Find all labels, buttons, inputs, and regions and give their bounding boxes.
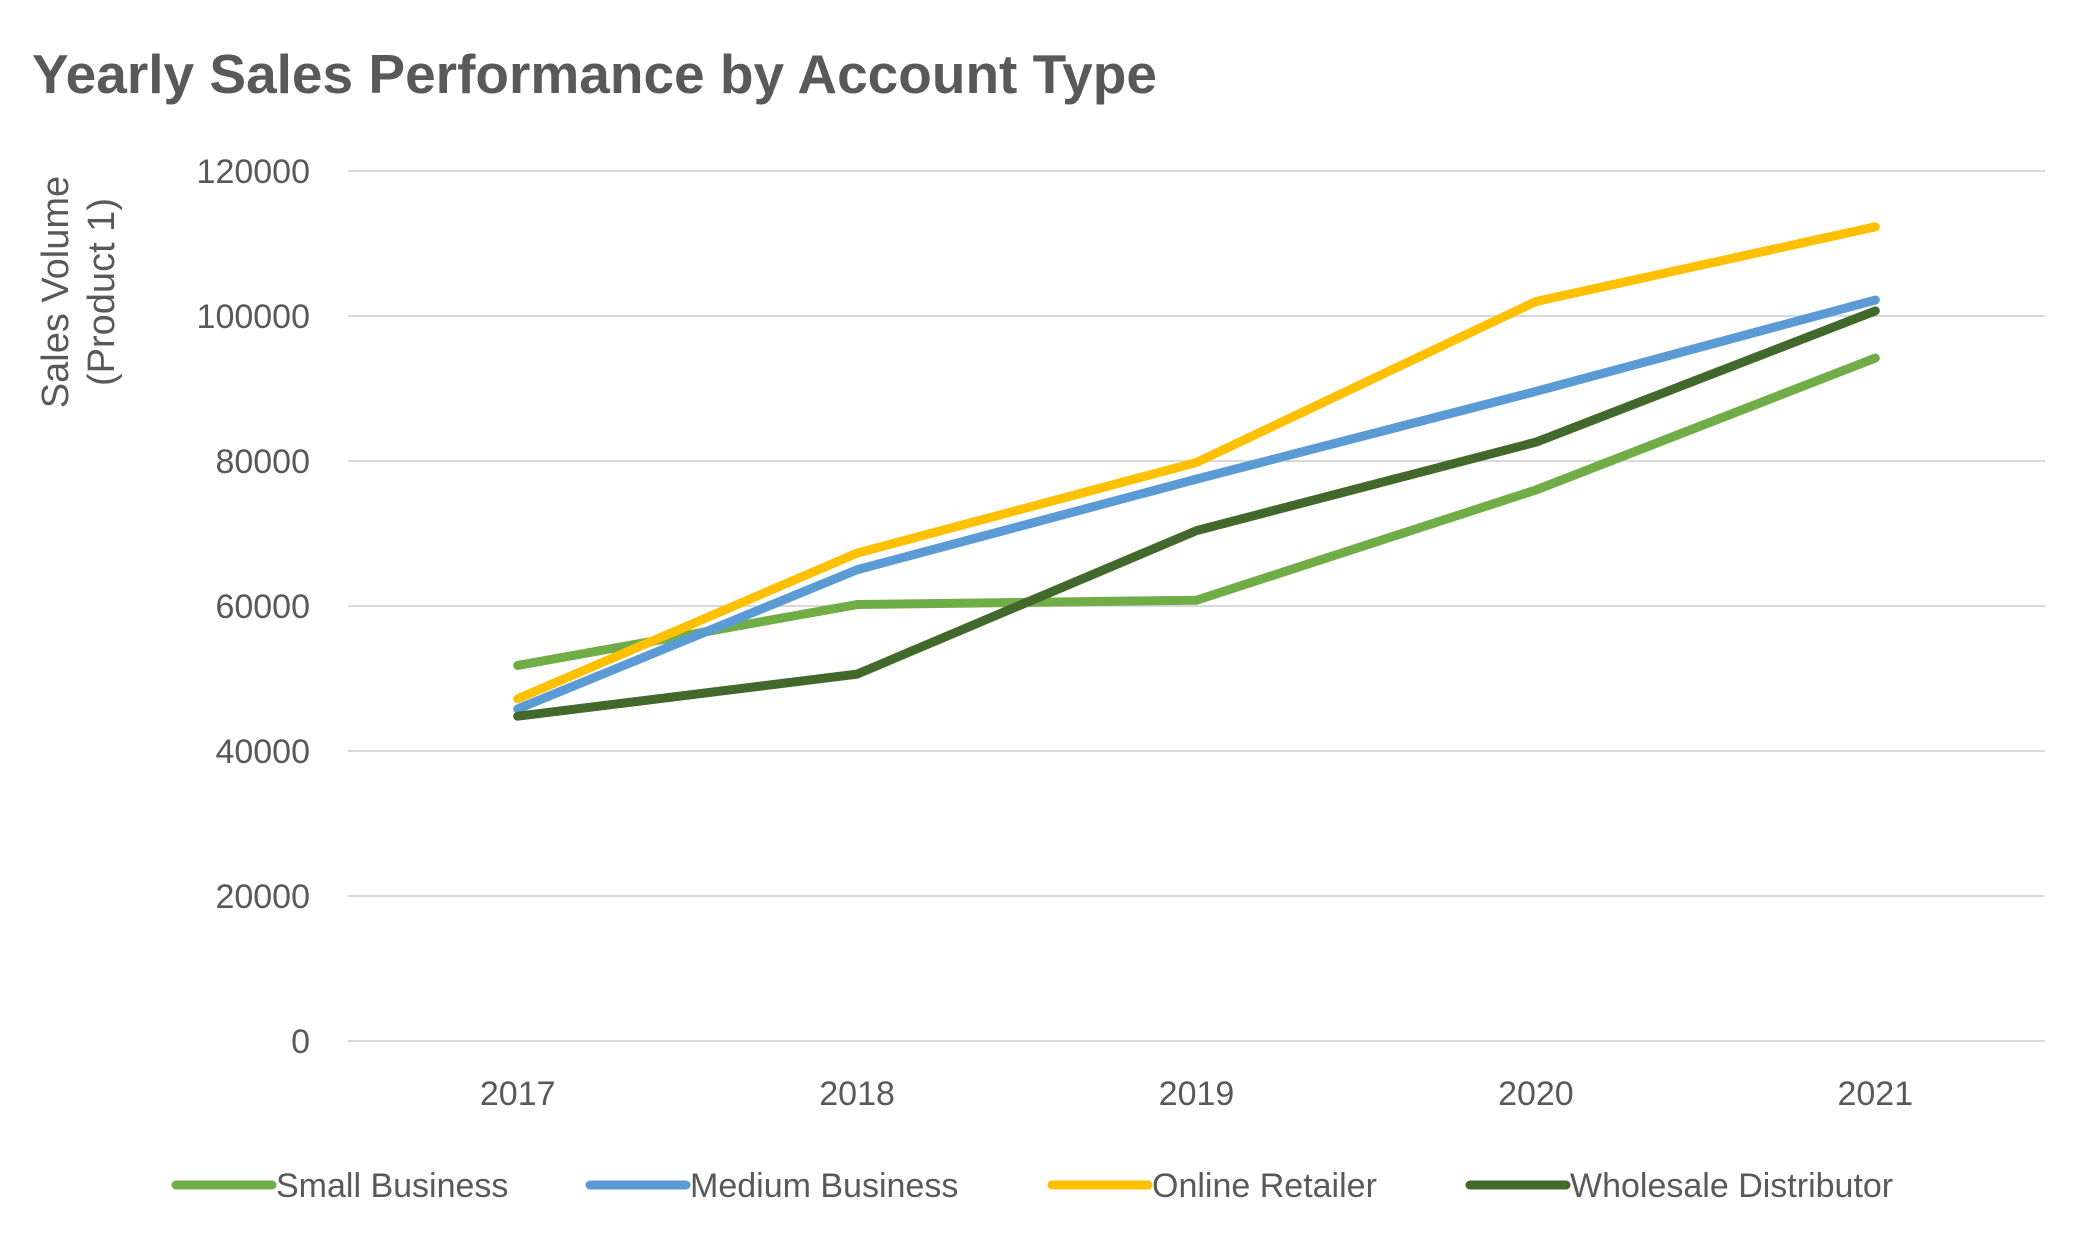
y-tick-label: 60000 (215, 588, 310, 626)
legend-label: Online Retailer (1152, 1167, 1377, 1205)
series-lines (513, 222, 1880, 721)
series-line-online-retailer (513, 222, 1880, 704)
y-axis-title-line: Sales Volume (35, 176, 77, 408)
legend-item-medium-business: Medium Business (585, 1167, 958, 1205)
y-axis-title: Sales Volume (Product 1) (35, 176, 123, 408)
y-tick-label: 40000 (215, 733, 310, 771)
y-axis-title-line: (Product 1) (81, 198, 123, 386)
legend-label: Small Business (276, 1167, 508, 1205)
legend-label: Wholesale Distributor (1570, 1167, 1893, 1205)
x-tick-label: 2020 (1498, 1075, 1574, 1113)
x-axis-ticks: 2017 2018 2019 2020 2021 (480, 1075, 1913, 1113)
x-tick-label: 2021 (1837, 1075, 1913, 1113)
x-tick-label: 2019 (1159, 1075, 1235, 1113)
legend-item-wholesale-distributor: Wholesale Distributor (1465, 1167, 1893, 1205)
y-tick-label: 80000 (215, 443, 310, 481)
y-tick-label: 100000 (197, 298, 310, 336)
series-line-small-business (513, 353, 1880, 670)
legend-item-online-retailer: Online Retailer (1047, 1167, 1377, 1205)
y-tick-label: 0 (291, 1023, 310, 1061)
legend-label: Medium Business (690, 1167, 958, 1205)
y-axis-ticks: 0 20000 40000 60000 80000 100000 120000 (197, 153, 310, 1061)
y-tick-label: 120000 (197, 153, 310, 191)
legend-item-small-business: Small Business (171, 1167, 508, 1205)
y-axis-title-group: Sales Volume (Product 1) (35, 176, 123, 408)
series-line-wholesale-distributor (513, 306, 1880, 721)
legend: Small Business Medium Business Online Reta… (171, 1167, 1893, 1205)
x-tick-label: 2018 (819, 1075, 895, 1113)
y-tick-label: 20000 (215, 878, 310, 916)
series-line-medium-business (513, 295, 1880, 714)
x-tick-label: 2017 (480, 1075, 556, 1113)
gridlines (348, 170, 2045, 1042)
chart-title: Yearly Sales Performance by Account Type (32, 43, 1157, 105)
